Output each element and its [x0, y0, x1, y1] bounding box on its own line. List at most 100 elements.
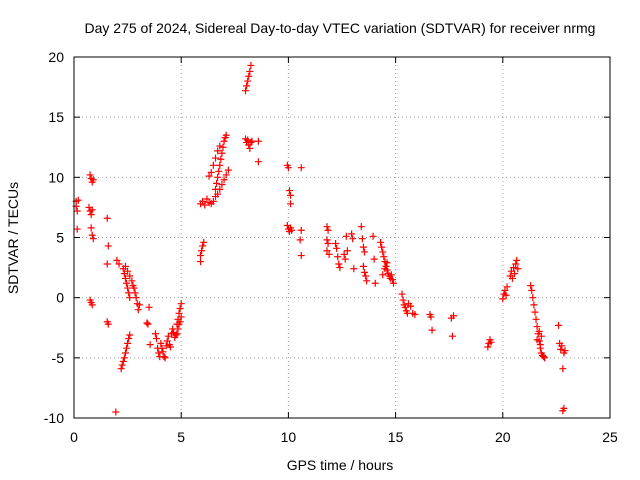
- data-point: [383, 259, 391, 267]
- data-point: [151, 330, 159, 338]
- y-axis-label: SDTVAR / TECUs: [5, 182, 21, 294]
- data-point: [247, 61, 255, 69]
- data-point: [381, 265, 389, 273]
- data-point: [484, 343, 492, 351]
- data-point: [112, 408, 120, 416]
- data-point: [88, 231, 96, 239]
- data-point: [246, 144, 254, 152]
- data-point: [358, 235, 366, 243]
- data-point: [125, 289, 133, 297]
- data-point: [242, 87, 250, 95]
- data-point: [287, 191, 295, 199]
- data-point: [135, 301, 143, 309]
- data-point: [199, 242, 207, 250]
- data-point: [427, 313, 435, 321]
- data-point: [254, 158, 262, 166]
- data-point: [532, 315, 540, 323]
- data-point: [174, 325, 182, 333]
- data-point: [336, 264, 344, 272]
- data-point: [399, 296, 407, 304]
- data-point: [536, 341, 544, 349]
- data-point: [203, 195, 211, 203]
- data-point: [145, 303, 153, 311]
- y-tick-label: -10: [44, 410, 64, 426]
- y-tick-label: -5: [52, 350, 65, 366]
- data-point: [324, 226, 332, 234]
- data-point: [218, 181, 226, 189]
- data-point: [297, 226, 305, 234]
- data-point: [119, 357, 127, 365]
- data-point: [198, 247, 206, 255]
- data-point: [103, 214, 111, 222]
- data-point: [288, 226, 296, 234]
- data-point: [513, 256, 521, 264]
- data-point: [541, 354, 549, 362]
- data-point: [196, 252, 204, 260]
- data-point: [157, 339, 165, 347]
- data-point: [212, 154, 220, 162]
- data-point: [215, 167, 223, 175]
- data-point: [398, 290, 406, 298]
- data-point: [131, 289, 139, 297]
- data-point: [510, 264, 518, 272]
- data-point: [166, 343, 174, 351]
- y-tick-label: 10: [48, 169, 64, 185]
- data-point: [196, 258, 204, 266]
- data-point: [361, 248, 369, 256]
- data-point: [104, 320, 112, 328]
- data-point: [340, 250, 348, 258]
- data-point: [361, 268, 369, 276]
- data-point: [323, 247, 331, 255]
- data-point: [297, 252, 305, 260]
- data-point: [324, 240, 332, 248]
- data-point: [224, 166, 232, 174]
- data-point: [285, 187, 293, 195]
- data-point: [449, 312, 457, 320]
- data-point: [247, 138, 255, 146]
- data-point: [123, 344, 131, 352]
- data-point: [214, 190, 222, 198]
- data-point: [160, 353, 168, 361]
- x-axis-label: GPS time / hours: [287, 457, 394, 473]
- chart-title: Day 275 of 2024, Sidereal Day-to-day VTE…: [85, 20, 596, 36]
- data-point: [533, 336, 541, 344]
- data-point: [555, 321, 563, 329]
- data-points: [72, 61, 569, 416]
- data-point: [557, 345, 565, 353]
- y-tick-label: 0: [56, 290, 64, 306]
- data-point: [528, 286, 536, 294]
- data-point: [126, 272, 134, 280]
- data-point: [246, 67, 254, 75]
- x-tick-label: 0: [70, 429, 78, 445]
- data-point: [511, 270, 519, 278]
- data-point: [350, 265, 358, 273]
- data-point: [74, 196, 82, 204]
- data-point: [533, 323, 541, 331]
- data-point: [201, 201, 209, 209]
- data-point: [115, 260, 123, 268]
- data-point: [377, 238, 385, 246]
- data-point: [73, 207, 81, 215]
- x-tick-label: 10: [281, 429, 297, 445]
- x-tick-label: 5: [177, 429, 185, 445]
- data-point: [87, 211, 95, 219]
- data-point: [177, 313, 185, 321]
- data-point: [362, 272, 370, 280]
- data-point: [407, 302, 415, 310]
- data-point: [176, 304, 184, 312]
- data-point: [349, 235, 357, 243]
- data-point: [143, 319, 151, 327]
- data-point: [514, 265, 522, 273]
- data-point: [222, 131, 230, 139]
- data-point: [369, 232, 377, 240]
- data-point: [207, 169, 215, 177]
- data-point: [561, 347, 569, 355]
- data-point: [124, 284, 132, 292]
- data-point: [123, 279, 131, 287]
- data-point: [218, 149, 226, 157]
- axis-ticks: [73, 56, 611, 419]
- data-point: [209, 161, 217, 169]
- data-point: [144, 320, 152, 328]
- data-point: [411, 311, 419, 319]
